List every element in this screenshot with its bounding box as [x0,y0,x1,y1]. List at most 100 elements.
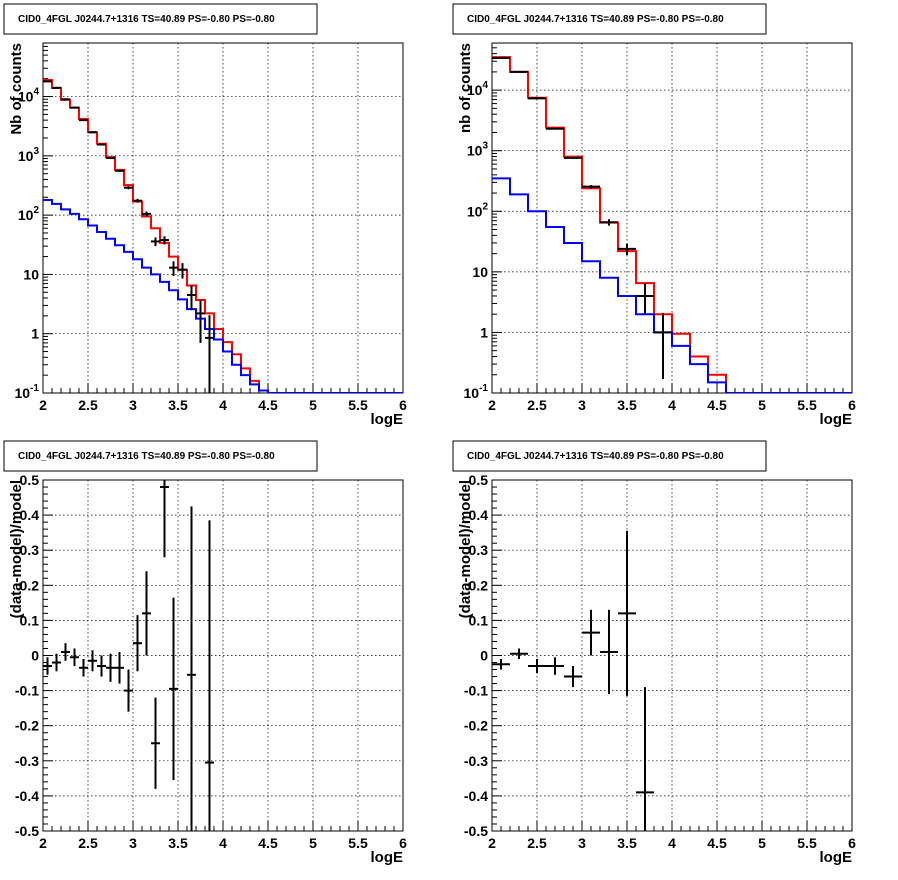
y-tick-label: 1 [31,326,39,342]
data-points [43,81,214,393]
data-point [160,480,169,557]
y-axis-label: (data-model)/model [8,480,25,618]
data-point [187,506,196,831]
data-points [492,58,672,379]
data-point [636,283,654,314]
data-point [205,315,214,393]
plot-data [43,80,403,393]
x-tick-label: 5 [758,397,766,413]
y-tick-label: -0.4 [464,788,488,804]
x-tick-label: 2.5 [527,835,547,851]
x-axis-label: logE [371,411,404,428]
data-point [196,300,205,343]
x-tick-label: 3.5 [617,397,637,413]
x-tick-label: 5 [309,835,317,851]
x-axis-label: logE [820,411,853,428]
data-point [88,132,97,133]
plot-data [492,531,654,831]
data-point [70,648,79,666]
data-point [70,107,79,108]
data-point [97,144,106,145]
x-tick-label: 3 [578,397,586,413]
x-tick-label: 3.5 [168,397,188,413]
grid [43,480,403,831]
data-points [492,531,654,831]
data-point [582,610,600,656]
y-axis-label: (data-model)/model [457,480,474,618]
x-tick-label: 4.5 [707,835,727,851]
chart-4: CID0_4FGL J0244.7+1316 TS=40.89 PS=-0.80… [453,441,856,866]
data-point [43,657,52,675]
y-axis-ticks [43,43,53,393]
x-tick-label: 4 [219,397,227,413]
chart-2: CID0_4FGL J0244.7+1316 TS=40.89 PS=-0.80… [453,4,856,428]
x-tick-label: 4.5 [707,397,727,413]
data-point [546,657,564,675]
y-tick-label: 1 [480,324,488,340]
chart-title: CID0_4FGL J0244.7+1316 TS=40.89 PS=-0.80… [18,14,275,25]
x-tick-label: 2.5 [527,397,547,413]
y-tick-label: -0.3 [464,753,488,769]
y-axis-ticks [43,480,53,831]
x-tick-label: 3 [129,397,137,413]
x-tick-label: 3 [129,835,137,851]
x-tick-label: 3.5 [617,835,637,851]
y-tick-label: 10 [23,266,39,282]
x-tick-label: 5.5 [348,835,368,851]
data-point [492,659,510,670]
data-point [52,654,61,672]
data-point [106,654,115,682]
data-point [169,598,178,781]
x-tick-label: 2 [39,835,47,851]
y-axis-ticks [492,480,502,831]
y-tick-label: 103 [18,146,40,164]
x-tick-label: 2.5 [78,835,98,851]
data-point [636,687,654,831]
y-tick-label: 10-1 [464,383,489,401]
data-point [600,610,618,694]
y-axis-label: Nb of counts [8,43,25,135]
y-tick-label: 0 [480,648,488,664]
data-point [97,656,106,677]
x-tick-label: 4 [668,835,676,851]
y-tick-label: 10 [472,264,488,280]
y-tick-label: 102 [18,205,40,223]
x-axis-label: logE [820,849,853,866]
chart-1: CID0_4FGL J0244.7+1316 TS=40.89 PS=-0.80… [4,4,407,428]
data-point [618,531,636,696]
x-tick-label: 3.5 [168,835,188,851]
data-point [79,120,88,121]
y-tick-label: 10-1 [15,383,40,401]
data-point [106,157,115,159]
x-tick-label: 4 [668,397,676,413]
x-tick-label: 2 [488,835,496,851]
x-axis-ticks [492,821,852,831]
data-point [79,659,88,677]
data-point [151,237,160,246]
x-axis-ticks [43,821,403,831]
data-point [178,263,187,278]
y-tick-label: 102 [467,201,489,219]
data-point [187,286,196,311]
x-tick-label: 5.5 [797,835,817,851]
data-point [61,99,70,100]
x-tick-label: 2.5 [78,397,98,413]
x-tick-label: 5 [758,835,766,851]
data-point [618,244,636,255]
y-tick-label: -0.2 [464,718,488,734]
data-point [510,648,528,659]
x-tick-label: 2 [488,397,496,413]
data-point [115,652,124,684]
y-tick-label: 0 [31,648,39,664]
x-axis-label: logE [371,849,404,866]
x-tick-label: 2 [39,397,47,413]
x-tick-label: 3 [578,835,586,851]
data-point [142,571,151,655]
data-point [133,615,142,671]
chart-title: CID0_4FGL J0244.7+1316 TS=40.89 PS=-0.80… [18,451,275,462]
data-point [564,666,582,687]
y-tick-label: -0.4 [15,788,39,804]
y-axis-label: nb of counts [457,43,474,133]
